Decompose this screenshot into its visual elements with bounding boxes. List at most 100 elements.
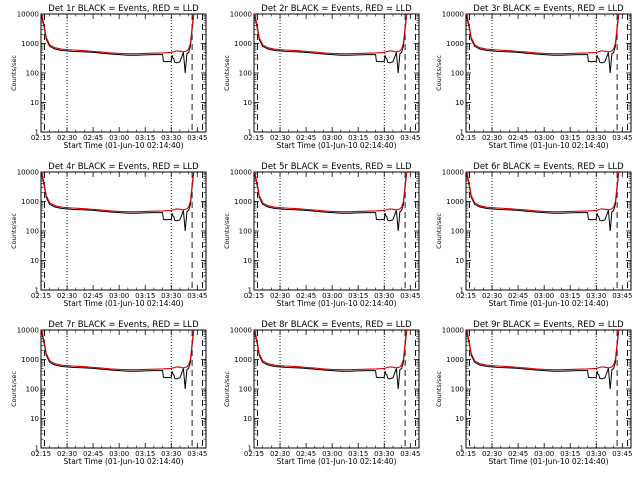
x-axis-label: Start Time (01-Jun-10 02:14:40) — [277, 299, 397, 308]
x-tick-label: 02:30 — [482, 134, 502, 142]
x-tick-label: 03:45 — [612, 450, 632, 458]
x-tick-label: 02:30 — [57, 134, 77, 142]
x-axis-label: Start Time (01-Jun-10 02:14:40) — [489, 141, 609, 150]
x-tick-label: 02:30 — [57, 450, 77, 458]
detector-panel-8: Det 8r BLACK = Events, RED = LLD 1 10 100 10… — [223, 320, 420, 466]
x-tick-label: 02:15 — [244, 134, 264, 142]
x-tick-label: 03:15 — [560, 134, 580, 142]
y-tick-label: 10 — [30, 257, 39, 265]
x-axis-label: Start Time (01-Jun-10 02:14:40) — [277, 141, 397, 150]
x-tick-label: 03:00 — [109, 450, 129, 458]
lld-series-line — [466, 172, 620, 213]
events-series-line — [254, 330, 408, 390]
x-tick-label: 02:30 — [482, 292, 502, 300]
plot-frame — [40, 13, 207, 133]
y-tick-label: 1 — [35, 129, 39, 137]
y-tick-label: 1 — [248, 287, 252, 295]
detector-panel-7: Det 7r BLACK = Events, RED = LLD 1 10 100 10… — [10, 320, 207, 466]
y-axis-label: Counts/sec — [223, 55, 231, 91]
y-tick-label: 1 — [460, 129, 464, 137]
y-tick-label: 10 — [30, 99, 39, 107]
y-tick-label: 10 — [455, 99, 464, 107]
x-tick-label: 02:15 — [31, 292, 51, 300]
events-series-line — [41, 330, 195, 390]
x-tick-label: 03:30 — [586, 450, 606, 458]
x-axis-label: Start Time (01-Jun-10 02:14:40) — [489, 299, 609, 308]
x-tick-label: 02:15 — [244, 450, 264, 458]
panel-title: Det 7r BLACK = Events, RED = LLD — [48, 320, 199, 330]
x-tick-label: 02:45 — [508, 292, 528, 300]
y-tick-label: 10000 — [442, 11, 464, 19]
x-axis-label: Start Time (01-Jun-10 02:14:40) — [64, 299, 184, 308]
lld-series-line — [41, 14, 195, 55]
x-tick-label: 02:15 — [456, 450, 476, 458]
y-axis-label: Counts/sec — [10, 371, 18, 407]
x-axis-label: Start Time (01-Jun-10 02:14:40) — [64, 141, 184, 150]
y-tick-label: 1 — [460, 445, 464, 453]
x-tick-label: 03:45 — [187, 450, 207, 458]
x-tick-label: 03:15 — [348, 134, 368, 142]
y-tick-label: 1 — [248, 129, 252, 137]
lld-series-line — [254, 330, 408, 371]
y-tick-label: 1000 — [446, 356, 464, 364]
lld-series-line — [466, 14, 620, 55]
y-tick-label: 10000 — [230, 11, 252, 19]
x-tick-label: 03:15 — [135, 450, 155, 458]
panel-title: Det 4r BLACK = Events, RED = LLD — [48, 162, 199, 172]
x-tick-label: 03:00 — [322, 292, 342, 300]
y-axis-label: Counts/sec — [223, 371, 231, 407]
x-tick-label: 02:45 — [508, 450, 528, 458]
x-tick-label: 03:45 — [187, 134, 207, 142]
x-tick-label: 03:00 — [534, 450, 554, 458]
lld-series-line — [254, 14, 408, 55]
plot-frame — [253, 329, 420, 449]
x-tick-label: 03:15 — [348, 450, 368, 458]
x-tick-label: 03:15 — [135, 134, 155, 142]
events-series-line — [254, 172, 408, 232]
y-tick-label: 100 — [26, 70, 39, 78]
y-axis-label: Counts/sec — [223, 213, 231, 249]
events-series-line — [41, 172, 195, 232]
x-tick-label: 02:30 — [57, 292, 77, 300]
x-tick-label: 03:30 — [374, 450, 394, 458]
detector-panel-5: Det 5r BLACK = Events, RED = LLD 1 10 100 10… — [223, 162, 420, 308]
y-tick-label: 1 — [35, 287, 39, 295]
plot-frame — [465, 13, 632, 133]
panel-title: Det 6r BLACK = Events, RED = LLD — [473, 162, 624, 172]
x-tick-label: 03:30 — [374, 134, 394, 142]
panel-title: Det 9r BLACK = Events, RED = LLD — [473, 320, 624, 330]
x-tick-label: 02:45 — [83, 450, 103, 458]
lld-series-line — [41, 330, 195, 371]
x-tick-label: 02:30 — [482, 450, 502, 458]
x-axis-label: Start Time (01-Jun-10 02:14:40) — [64, 457, 184, 466]
x-tick-label: 02:45 — [83, 134, 103, 142]
y-tick-label: 1 — [35, 445, 39, 453]
x-tick-label: 02:30 — [270, 450, 290, 458]
x-tick-label: 03:30 — [161, 292, 181, 300]
x-tick-label: 03:45 — [187, 292, 207, 300]
y-axis-label: Counts/sec — [10, 55, 18, 91]
y-tick-label: 1000 — [234, 40, 252, 48]
y-tick-label: 1000 — [21, 356, 39, 364]
x-tick-label: 03:45 — [400, 450, 420, 458]
x-tick-label: 03:15 — [560, 450, 580, 458]
panel-title: Det 3r BLACK = Events, RED = LLD — [473, 4, 624, 14]
x-tick-label: 02:15 — [244, 292, 264, 300]
detector-panel-1: Det 1r BLACK = Events, RED = LLD 1 10 100 10… — [10, 4, 207, 150]
panel-title: Det 5r BLACK = Events, RED = LLD — [261, 162, 412, 172]
x-tick-label: 03:45 — [400, 134, 420, 142]
x-tick-label: 02:45 — [508, 134, 528, 142]
x-tick-label: 02:15 — [456, 292, 476, 300]
x-tick-label: 03:00 — [109, 134, 129, 142]
detector-panel-4: Det 4r BLACK = Events, RED = LLD 1 10 100 10… — [10, 162, 207, 308]
detector-panel-3: Det 3r BLACK = Events, RED = LLD 1 10 100 10… — [435, 4, 632, 150]
x-tick-label: 03:00 — [322, 134, 342, 142]
detector-panel-2: Det 2r BLACK = Events, RED = LLD 1 10 100 10… — [223, 4, 420, 150]
x-tick-label: 02:45 — [296, 450, 316, 458]
y-tick-label: 1000 — [234, 356, 252, 364]
y-axis-label: Counts/sec — [435, 371, 443, 407]
y-tick-label: 100 — [451, 70, 464, 78]
y-tick-label: 10 — [243, 415, 252, 423]
events-series-line — [466, 14, 620, 74]
